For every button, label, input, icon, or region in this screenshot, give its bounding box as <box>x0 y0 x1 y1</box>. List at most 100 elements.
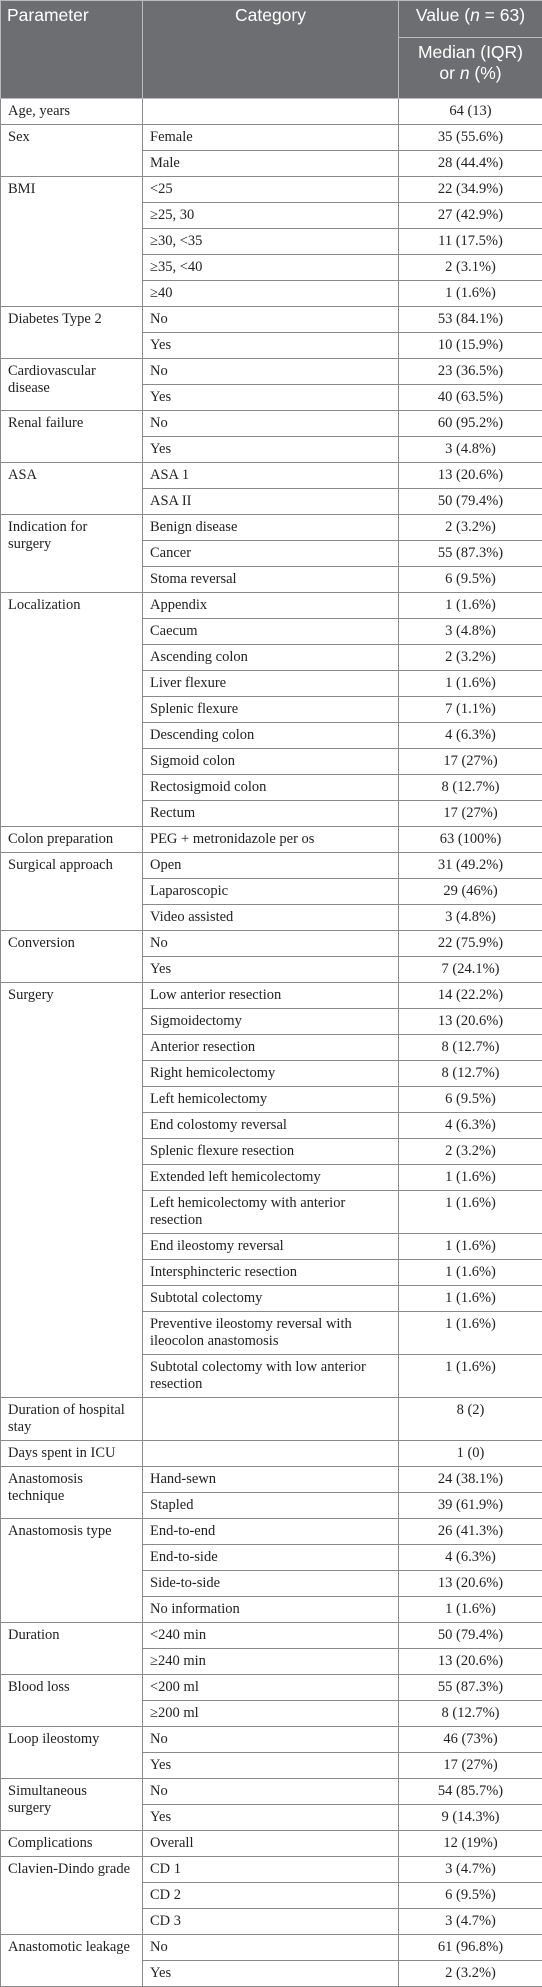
category-cell: No <box>143 411 399 437</box>
category-cell: Yes <box>143 333 399 359</box>
value-cell: 55 (87.3%) <box>399 541 542 567</box>
value-cell: 39 (61.9%) <box>399 1493 542 1519</box>
category-cell: Ascending colon <box>143 645 399 671</box>
header-text: Value ( <box>416 5 470 25</box>
parameter-cell: Diabetes Type 2 <box>1 307 143 359</box>
parameter-cell: Duration <box>1 1623 143 1675</box>
category-cell: Left hemicolectomy with anterior resecti… <box>143 1191 399 1234</box>
category-cell: ≥240 min <box>143 1649 399 1675</box>
value-cell: 8 (12.7%) <box>399 775 542 801</box>
category-cell: ASA 1 <box>143 463 399 489</box>
category-cell: Descending colon <box>143 723 399 749</box>
category-cell: Left hemicolectomy <box>143 1087 399 1113</box>
value-cell: 2 (3.2%) <box>399 1961 542 1987</box>
header-text: n <box>460 63 470 83</box>
value-cell: 17 (27%) <box>399 1753 542 1779</box>
category-cell: No <box>143 307 399 333</box>
category-cell: Sigmoid colon <box>143 749 399 775</box>
category-cell: Female <box>143 125 399 151</box>
category-cell: Open <box>143 853 399 879</box>
value-cell: 1 (1.6%) <box>399 1312 542 1355</box>
page: Parameter Category Value (n = 63) Median… <box>0 0 542 1924</box>
category-cell: ≥40 <box>143 281 399 307</box>
value-cell: 26 (41.3%) <box>399 1519 542 1545</box>
value-cell: 3 (4.7%) <box>399 1909 542 1935</box>
parameter-cell: Simultaneous surgery <box>1 1779 143 1831</box>
parameter-cell: Indication for surgery <box>1 515 143 593</box>
table-header: Parameter Category Value (n = 63) Median… <box>1 1 542 99</box>
value-cell: 1 (1.6%) <box>399 1191 542 1234</box>
value-cell: 1 (1.6%) <box>399 593 542 619</box>
parameter-cell: Colon preparation <box>1 827 143 853</box>
category-cell <box>143 1398 399 1441</box>
category-cell: CD 1 <box>143 1857 399 1883</box>
category-cell: CD 3 <box>143 1909 399 1935</box>
category-cell: ASA II <box>143 489 399 515</box>
category-cell: Video assisted <box>143 905 399 931</box>
value-cell: 1 (1.6%) <box>399 1234 542 1260</box>
category-cell: Subtotal colectomy <box>143 1286 399 1312</box>
category-cell: Extended left hemicolectomy <box>143 1165 399 1191</box>
value-cell: 3 (4.7%) <box>399 1857 542 1883</box>
category-cell: Overall <box>143 1831 399 1857</box>
header-text: = 63) <box>480 5 525 25</box>
value-cell: 28 (44.4%) <box>399 151 542 177</box>
value-cell: 1 (1.6%) <box>399 281 542 307</box>
category-cell: Yes <box>143 385 399 411</box>
category-cell: Yes <box>143 1961 399 1987</box>
header-text: Parameter <box>7 5 89 25</box>
parameter-cell: Days spent in ICU <box>1 1441 143 1467</box>
value-cell: 9 (14.3%) <box>399 1805 542 1831</box>
parameter-cell: Sex <box>1 125 143 177</box>
value-cell: 35 (55.6%) <box>399 125 542 151</box>
category-cell: CD 2 <box>143 1883 399 1909</box>
header-text: Category <box>235 5 306 25</box>
category-cell: No information <box>143 1597 399 1623</box>
value-cell: 50 (79.4%) <box>399 489 542 515</box>
value-cell: 22 (75.9%) <box>399 931 542 957</box>
category-cell: Right hemicolectomy <box>143 1061 399 1087</box>
value-cell: 13 (20.6%) <box>399 463 542 489</box>
category-cell: End ileostomy reversal <box>143 1234 399 1260</box>
category-cell: PEG + metronidazole per os <box>143 827 399 853</box>
category-cell: Liver flexure <box>143 671 399 697</box>
category-cell: Yes <box>143 1805 399 1831</box>
value-cell: 7 (24.1%) <box>399 957 542 983</box>
parameter-cell: Anastomosis type <box>1 1519 143 1623</box>
parameter-cell: Cardiovascular disease <box>1 359 143 411</box>
category-cell: Anterior resection <box>143 1035 399 1061</box>
category-cell: ≥200 ml <box>143 1701 399 1727</box>
value-cell: 1 (1.6%) <box>399 671 542 697</box>
category-cell <box>143 99 399 125</box>
value-cell: 31 (49.2%) <box>399 853 542 879</box>
value-cell: 24 (38.1%) <box>399 1467 542 1493</box>
category-cell: Yes <box>143 437 399 463</box>
value-cell: 6 (9.5%) <box>399 1883 542 1909</box>
value-cell: 61 (96.8%) <box>399 1935 542 1961</box>
value-cell: 40 (63.5%) <box>399 385 542 411</box>
category-cell: Yes <box>143 957 399 983</box>
value-cell: 4 (6.3%) <box>399 1113 542 1139</box>
value-cell: 53 (84.1%) <box>399 307 542 333</box>
category-cell: No <box>143 931 399 957</box>
category-cell: End-to-side <box>143 1545 399 1571</box>
value-cell: 23 (36.5%) <box>399 359 542 385</box>
category-cell: <25 <box>143 177 399 203</box>
category-cell: Benign disease <box>143 515 399 541</box>
category-cell: No <box>143 1935 399 1961</box>
value-cell: 27 (42.9%) <box>399 203 542 229</box>
value-cell: 50 (79.4%) <box>399 1623 542 1649</box>
category-cell: End-to-end <box>143 1519 399 1545</box>
value-cell: 64 (13) <box>399 99 542 125</box>
value-cell: 2 (3.1%) <box>399 255 542 281</box>
header-cell: Category <box>143 1 399 99</box>
